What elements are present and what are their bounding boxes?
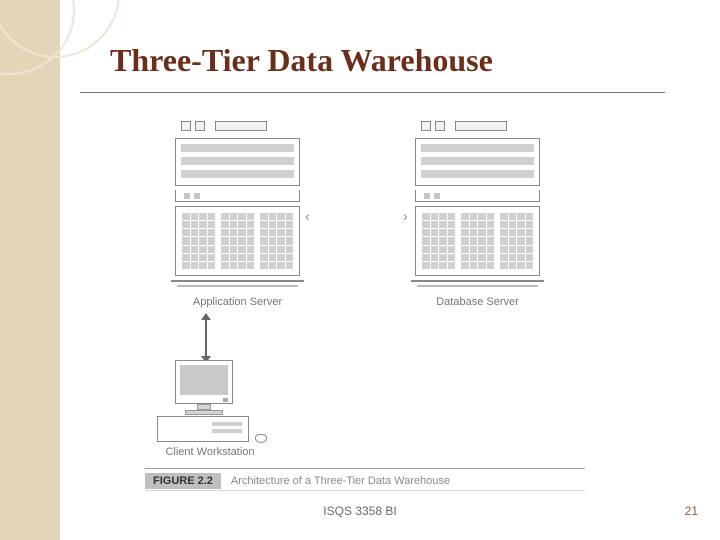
monitor-icon: [175, 360, 233, 404]
mouse-icon: [255, 434, 267, 443]
server-drive-grid: [415, 206, 540, 276]
figure-rule-top: [145, 468, 585, 469]
application-server-label: Application Server: [175, 296, 300, 308]
server-midband: [415, 190, 540, 202]
connection-arrow-icon: [205, 320, 207, 356]
application-server: Application Server: [175, 120, 300, 134]
figure-rule-bottom: [145, 490, 585, 491]
slide-number: 21: [685, 504, 698, 518]
server-drive-grid: [175, 206, 300, 276]
server-base: [171, 280, 304, 290]
server-midband: [175, 190, 300, 202]
pc-tower-icon: [157, 416, 249, 442]
server-rack: [175, 138, 300, 186]
figure-tag: FIGURE 2.2: [145, 473, 221, 489]
figure-caption-row: FIGURE 2.2 Architecture of a Three-Tier …: [145, 472, 585, 490]
monitor-base: [185, 410, 223, 415]
client-workstation-label: Client Workstation: [151, 446, 269, 458]
bracket-right-icon: ›: [403, 208, 408, 224]
architecture-diagram: Application Server ‹ › Database Se: [145, 120, 595, 460]
slide-title: Three-Tier Data Warehouse: [110, 42, 493, 79]
database-server-label: Database Server: [415, 296, 540, 308]
side-band: [0, 0, 60, 540]
server-top-slots: [415, 120, 540, 134]
slide: Three-Tier Data Warehouse Application Se…: [0, 0, 720, 540]
title-underline: [80, 92, 665, 93]
footer-course-code: ISQS 3358 BI: [0, 504, 720, 518]
database-server: Database Server: [415, 120, 540, 134]
server-base: [411, 280, 544, 290]
server-rack: [415, 138, 540, 186]
bracket-left-icon: ‹: [305, 208, 310, 224]
figure-caption: Architecture of a Three-Tier Data Wareho…: [231, 475, 450, 487]
server-top-slots: [175, 120, 300, 134]
